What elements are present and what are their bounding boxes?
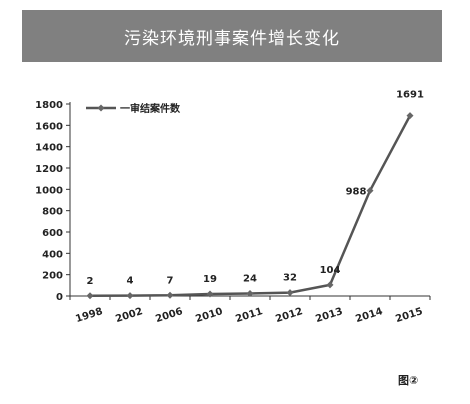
data-label: 104 [320, 265, 341, 276]
data-point [206, 290, 214, 298]
x-tick-label: 2012 [274, 306, 304, 325]
title-banner: 污染环境刑事案件增长变化 [22, 10, 442, 62]
data-point [246, 289, 254, 297]
data-label: 19 [203, 274, 217, 285]
data-point [286, 289, 294, 297]
y-tick-label: 0 [56, 292, 63, 303]
x-tick-label: 2014 [354, 306, 384, 325]
y-tick-label: 1800 [35, 100, 63, 111]
series-line [89, 115, 412, 298]
data-label: 7 [167, 275, 174, 286]
legend-label: 一审结案件数 [120, 102, 181, 115]
y-tick-label: 1600 [35, 121, 63, 132]
data-point [406, 112, 414, 120]
legend-marker [97, 104, 105, 112]
x-tick-label: 1998 [74, 306, 104, 325]
data-label: 4 [127, 276, 134, 287]
data-point [126, 292, 134, 300]
y-tick-label: 1400 [35, 143, 63, 154]
data-point [166, 291, 174, 299]
data-label: 32 [283, 273, 297, 284]
x-tick-label: 2010 [194, 306, 224, 325]
y-tick-label: 600 [42, 228, 63, 239]
data-label: 988 [346, 187, 367, 198]
y-tick-label: 800 [42, 207, 63, 218]
figure-label: 图② [398, 374, 419, 387]
data-label: 24 [243, 273, 257, 284]
x-tick-label: 2006 [154, 306, 184, 325]
data-label: 2 [87, 276, 94, 287]
x-tick-label: 2013 [314, 306, 344, 325]
x-tick-label: 2002 [114, 306, 144, 325]
y-tick-label: 200 [42, 271, 63, 282]
data-point [86, 292, 94, 300]
chart-title: 污染环境刑事案件增长变化 [124, 28, 340, 49]
y-tick-label: 1200 [35, 164, 63, 175]
x-tick-label: 2011 [234, 306, 264, 325]
data-point [326, 281, 334, 289]
y-tick-label: 400 [42, 249, 63, 260]
x-tick-label: 2015 [394, 306, 424, 325]
data-label: 1691 [396, 90, 424, 101]
data-point [366, 187, 374, 195]
y-tick-label: 1000 [35, 185, 63, 196]
